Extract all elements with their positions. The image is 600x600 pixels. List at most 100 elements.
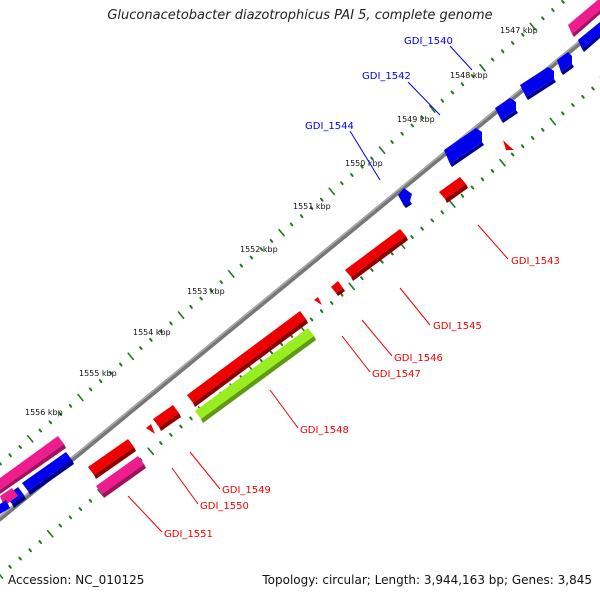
outer-track-tick xyxy=(159,329,163,334)
inner-track-tick xyxy=(561,111,565,116)
reverse-gene-small-top xyxy=(503,140,514,150)
leader-gdi-1550 xyxy=(171,467,199,505)
inner-track-tick xyxy=(490,169,495,173)
outer-track-tick xyxy=(460,82,465,87)
forward-gene-top-1 xyxy=(578,22,600,49)
label-gdi-1546: GDI_1546 xyxy=(394,353,443,364)
inner-track-tick xyxy=(448,200,456,208)
outer-track-tick xyxy=(561,0,565,4)
gene-gdi-1546-shade xyxy=(336,288,345,296)
kbp-label-1553: 1553 kbp xyxy=(187,287,225,296)
top-right-bands xyxy=(568,0,600,52)
kbp-scale-labels: 1547 kbp 1548 kbp 1549 kbp 1550 kbp 1551… xyxy=(25,26,538,417)
inner-track-tick xyxy=(147,447,155,456)
inner-track-tick xyxy=(581,94,585,99)
inner-track-tick xyxy=(319,309,324,314)
outer-track-tick xyxy=(18,445,22,449)
outer-track-tick xyxy=(340,181,344,186)
inner-track-tick xyxy=(78,507,83,511)
outer-track-tick xyxy=(551,8,555,12)
leader-gdi-1540 xyxy=(449,45,473,71)
rrna-feature-top-1 xyxy=(568,0,600,34)
leader-gdi-1551 xyxy=(127,495,163,533)
outer-track-tick xyxy=(350,173,354,177)
outer-track-tick xyxy=(48,420,53,425)
forward-gene-top-1-shade xyxy=(582,34,600,52)
inner-track-tick xyxy=(139,457,143,462)
inner-track-tick xyxy=(189,416,193,421)
leader-gdi-1542 xyxy=(407,81,441,116)
outer-track-tick xyxy=(58,412,63,416)
inner-track-tick xyxy=(530,136,535,140)
genome-backbone-highlight xyxy=(0,23,600,518)
inner-track-tick xyxy=(329,301,334,305)
kbp-label-1552: 1552 kbp xyxy=(240,245,278,254)
outer-track-tick xyxy=(328,187,336,196)
inner-track-tick xyxy=(259,358,264,363)
reverse-gene-long-shade xyxy=(193,319,308,407)
inner-track-tick xyxy=(499,158,506,167)
gene-gdi-1551 xyxy=(88,439,134,475)
outer-track-tick xyxy=(470,74,475,78)
label-gdi-1550: GDI_1550 xyxy=(200,501,249,512)
kbp-label-1550: 1550 kbp xyxy=(345,159,383,168)
inner-track-tick xyxy=(88,498,93,503)
outer-track-tick xyxy=(8,453,12,458)
inner-track-tick xyxy=(18,556,22,561)
outer-track-tick xyxy=(209,288,213,293)
outer-track-tick xyxy=(370,156,374,161)
rrna-feature-bottom-2-shade xyxy=(102,464,146,498)
kbp-label-1556: 1556 kbp xyxy=(25,408,63,417)
leader-gdi-1546 xyxy=(361,319,393,357)
outer-track-tick xyxy=(320,197,324,202)
leader-gdi-1547 xyxy=(341,335,371,373)
label-gdi-1544: GDI_1544 xyxy=(305,121,354,132)
label-gdi-1542: GDI_1542 xyxy=(362,71,411,82)
inner-track-tick xyxy=(159,441,163,445)
inner-track-tick xyxy=(440,210,444,215)
outer-track-tick xyxy=(299,214,304,219)
forward-gene-b2 xyxy=(444,128,482,164)
label-gdi-1549: GDI_1549 xyxy=(222,485,271,496)
label-leaders xyxy=(127,45,509,533)
accession-label: Accession: NC_010125 xyxy=(8,573,145,587)
inner-track-tick xyxy=(430,218,434,223)
forward-gene-bottom-1 xyxy=(22,452,72,491)
outer-track-tick xyxy=(177,311,185,320)
gene-gdi-1546 xyxy=(331,281,343,293)
outer-track-tick xyxy=(189,304,193,309)
outer-track-tick xyxy=(278,228,285,237)
gene-gdi-1547 xyxy=(314,297,322,305)
gene-gdi-1544-shade xyxy=(404,201,412,208)
outer-track-tick xyxy=(529,22,537,31)
inner-track-tick xyxy=(179,424,183,429)
leader-gdi-1549 xyxy=(189,451,221,490)
leader-gdi-1548 xyxy=(269,389,299,429)
outer-track-tick xyxy=(68,403,73,408)
outer-track-tick xyxy=(259,247,264,252)
inner-track-tick xyxy=(68,515,73,520)
outer-track-tick xyxy=(428,105,436,113)
leader-gdi-1545 xyxy=(399,287,431,326)
outer-track-tick xyxy=(139,346,143,350)
outer-track-tick xyxy=(378,146,386,155)
gene-gdi-1549 xyxy=(153,405,179,427)
outer-track-tick xyxy=(289,222,294,227)
outer-track-tick xyxy=(400,131,404,136)
rrna-feature-bottom-2 xyxy=(96,456,144,494)
forward-genes xyxy=(398,52,574,208)
outer-track-tick xyxy=(227,269,235,278)
outer-track-tick xyxy=(269,239,274,243)
inner-track-tick xyxy=(549,117,557,126)
outer-track-tick xyxy=(360,164,364,169)
inner-track-tick xyxy=(340,292,344,297)
forward-gene-bottom-2-shade xyxy=(12,495,26,508)
outer-track-tick xyxy=(510,41,515,45)
gene-gdi-1543 xyxy=(439,177,466,199)
inner-track-tick xyxy=(309,317,314,322)
outer-track-tick xyxy=(521,32,525,37)
inner-track-tick xyxy=(370,268,374,272)
inner-track-tick xyxy=(97,488,104,497)
label-gdi-1540: GDI_1540 xyxy=(404,36,453,47)
